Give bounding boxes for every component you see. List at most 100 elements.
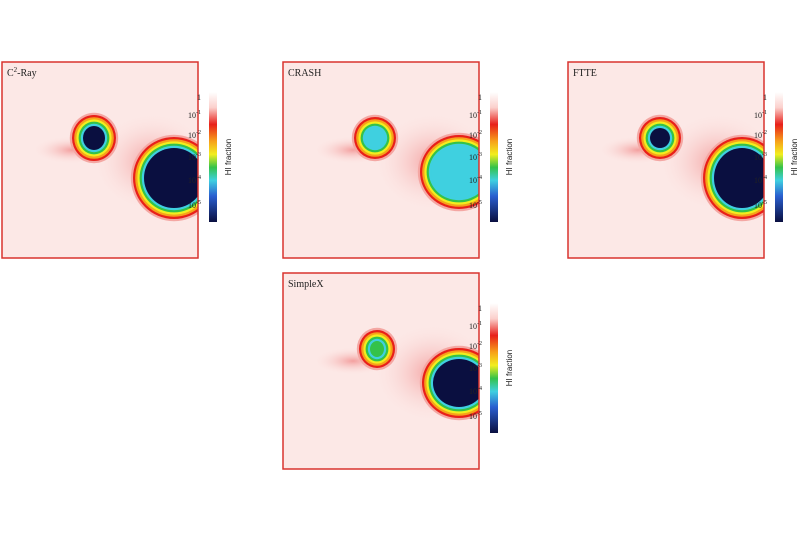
panel-border [567, 61, 765, 259]
tick-exp: -2 [196, 130, 201, 136]
tick-base: 1 [197, 93, 201, 102]
tick-exp: -4 [477, 175, 482, 181]
colorbar-tick-label: 10-3 [188, 152, 201, 162]
colorbar-tick-label: 10-4 [188, 175, 201, 185]
map [313, 323, 479, 423]
panel-title: FTTE [573, 68, 597, 79]
panel-border [1, 61, 199, 259]
colorbar-tick-label: 10-5 [188, 200, 201, 210]
tick-base: 10 [469, 412, 477, 421]
tick-exp: -3 [477, 363, 482, 369]
core [370, 341, 384, 357]
colorbar-label: HI fraction [790, 139, 799, 175]
title-base: C [7, 68, 14, 79]
core [714, 148, 764, 208]
colorbar-tick-label: 10-3 [469, 363, 482, 373]
core [650, 128, 670, 148]
tick-base: 10 [188, 176, 196, 185]
colorbar-tick-label: 10-2 [469, 130, 482, 140]
colorbar-tick-label: 10-5 [754, 200, 767, 210]
colorbar-tick-label: 10-1 [754, 110, 767, 120]
tick-exp: -3 [477, 152, 482, 158]
map [32, 112, 198, 222]
core [365, 128, 385, 148]
colorbar-tick-label: 10-4 [469, 175, 482, 185]
tick-base: 10 [754, 153, 762, 162]
tick-exp: -1 [762, 110, 767, 116]
map [598, 112, 764, 222]
tick-base: 10 [469, 387, 477, 396]
colorbar-tick-label: 10-1 [188, 110, 201, 120]
core [431, 146, 479, 198]
tick-base: 10 [754, 201, 762, 210]
panel-title: CRASH [288, 68, 321, 79]
panel-border [282, 272, 480, 470]
tick-exp: -5 [477, 411, 482, 417]
colorbar-label: HI fraction [224, 139, 233, 175]
tick-exp: -2 [477, 130, 482, 136]
tick-base: 10 [469, 153, 477, 162]
tick-base: 1 [478, 93, 482, 102]
colorbar-tick-label: 1 [197, 93, 201, 102]
tick-base: 10 [469, 342, 477, 351]
colorbar [209, 92, 217, 222]
tick-base: 10 [188, 201, 196, 210]
tick-base: 10 [469, 364, 477, 373]
colorbar-tick-label: 10-4 [754, 175, 767, 185]
tick-exp: -2 [477, 341, 482, 347]
panel-title: C2-Ray [7, 66, 37, 79]
tick-exp: -5 [762, 200, 767, 206]
tick-exp: -5 [477, 200, 482, 206]
tick-base: 10 [188, 131, 196, 140]
title-base: CRASH [288, 68, 321, 79]
tick-exp: -4 [762, 175, 767, 181]
tick-base: 10 [188, 153, 196, 162]
colorbar-tick-label: 1 [478, 93, 482, 102]
colorbar-tick-label: 10-2 [188, 130, 201, 140]
core [83, 126, 105, 150]
core [433, 359, 479, 407]
title-rest: -Ray [17, 68, 36, 79]
panel-border [282, 61, 480, 259]
tick-exp: -3 [762, 152, 767, 158]
tick-base: 10 [469, 111, 477, 120]
colorbar-tick-label: 10-2 [469, 341, 482, 351]
tick-exp: -1 [477, 321, 482, 327]
colorbar [490, 303, 498, 433]
colorbar-tick-label: 1 [478, 304, 482, 313]
colorbar-tick-label: 10-3 [754, 152, 767, 162]
tick-base: 10 [754, 111, 762, 120]
tick-exp: -2 [762, 130, 767, 136]
tick-base: 1 [763, 93, 767, 102]
colorbar-label: HI fraction [505, 139, 514, 175]
tick-base: 10 [754, 131, 762, 140]
colorbar-tick-label: 10-5 [469, 200, 482, 210]
tick-exp: -5 [196, 200, 201, 206]
colorbar-tick-label: 1 [763, 93, 767, 102]
map [313, 112, 479, 212]
tick-exp: -4 [477, 386, 482, 392]
colorbar-tick-label: 10-1 [469, 321, 482, 331]
tick-base: 10 [188, 111, 196, 120]
colorbar-tick-label: 10-1 [469, 110, 482, 120]
title-base: FTTE [573, 68, 597, 79]
core [144, 148, 198, 208]
panel-title: SimpleX [288, 279, 324, 290]
colorbar-tick-label: 10-5 [469, 411, 482, 421]
tick-base: 10 [469, 201, 477, 210]
colorbar-tick-label: 10-2 [754, 130, 767, 140]
colorbar-tick-label: 10-3 [469, 152, 482, 162]
tick-base: 10 [469, 176, 477, 185]
colorbar-tick-label: 10-4 [469, 386, 482, 396]
tick-base: 10 [469, 322, 477, 331]
tick-exp: -3 [196, 152, 201, 158]
colorbar-label: HI fraction [505, 350, 514, 386]
tick-base: 1 [478, 304, 482, 313]
tick-base: 10 [754, 176, 762, 185]
title-sup: 2 [14, 66, 18, 74]
